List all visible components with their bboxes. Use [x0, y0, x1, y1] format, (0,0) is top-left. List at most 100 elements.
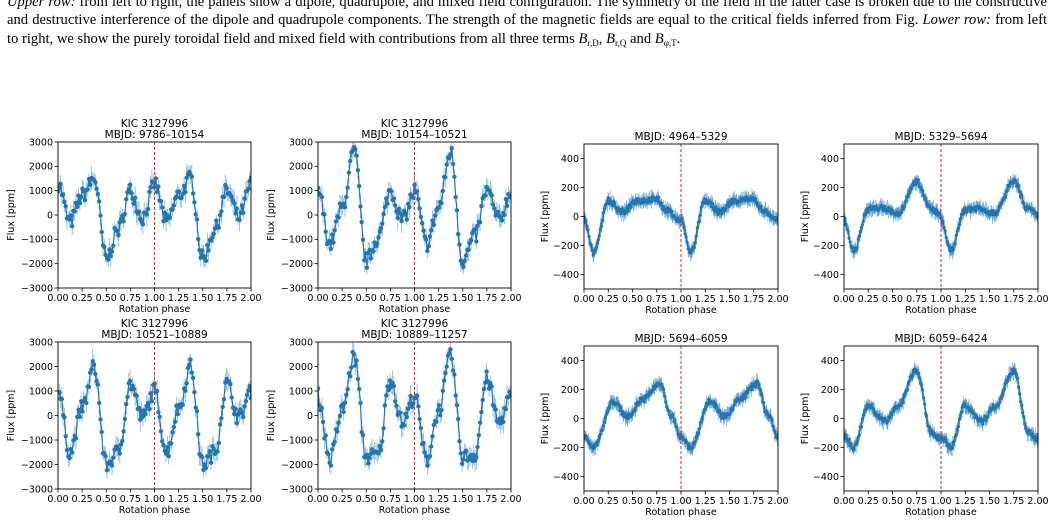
x-tick-label: 1.00 [144, 494, 165, 505]
chart-panel-4: 0.00 0.25 0.50 0.75 1.00 1.25 1.50 1.75 2.00 3000… [266, 318, 522, 516]
data-point [89, 367, 94, 372]
y-tick-label: 2000 [289, 362, 313, 373]
data-point [220, 404, 225, 410]
data-point [991, 403, 995, 407]
x-axis-label: Rotation phase [379, 505, 451, 516]
y-tick-label: 3000 [289, 137, 313, 148]
data-point [687, 442, 691, 446]
data-point [456, 231, 461, 237]
data-point [647, 196, 651, 200]
data-point [477, 220, 483, 225]
data-point [116, 233, 121, 238]
data-point [439, 408, 444, 413]
data-point [975, 414, 979, 418]
y-tick-label: 3000 [29, 337, 53, 348]
data-point [846, 440, 850, 444]
data-point [601, 424, 606, 428]
y-tick-label: −2000 [21, 460, 53, 471]
x-tick-label: 0.00 [573, 496, 594, 507]
data-point [596, 438, 600, 443]
data-point [203, 258, 209, 263]
chart-subtitle: MBJD: 9786–10154 [105, 129, 205, 141]
data-point [440, 388, 445, 393]
chart-title: KIC 3127996 [381, 118, 449, 130]
data-point [162, 210, 167, 215]
data-point [217, 212, 223, 218]
data-point [234, 421, 239, 426]
data-point [405, 201, 411, 207]
data-point [232, 411, 237, 417]
data-point [384, 196, 389, 201]
data-point [147, 189, 152, 195]
data-point [724, 207, 728, 211]
data-point [1016, 376, 1020, 380]
data-point [187, 362, 192, 368]
data-point [440, 188, 445, 194]
data-point [426, 244, 431, 249]
data-point [375, 241, 380, 246]
data-point [389, 189, 394, 194]
data-point [508, 392, 511, 397]
data-point [872, 407, 876, 411]
data-point [75, 204, 80, 209]
data-point [439, 201, 444, 206]
data-point [698, 213, 703, 217]
y-tick-label: 0 [307, 411, 313, 422]
data-point [63, 434, 68, 439]
data-point [214, 218, 219, 223]
data-point [154, 189, 160, 194]
chart-panel-6: 0.00 0.25 0.50 0.75 1.00 1.25 1.50 1.75 2.00 400 2… [800, 131, 1049, 316]
data-point [707, 397, 711, 401]
data-point [642, 197, 646, 201]
data-point [327, 238, 332, 244]
data-point [996, 404, 1000, 408]
data-point [219, 416, 224, 421]
data-point [232, 201, 237, 206]
data-point [479, 203, 484, 209]
data-point [463, 448, 469, 453]
data-point [503, 196, 509, 202]
data-point [179, 195, 184, 201]
x-axis-label: Rotation phase [645, 305, 717, 316]
data-point [600, 428, 605, 432]
data-point [238, 407, 243, 412]
caption-part1: from left to right, the panels show a di… [7, 0, 1047, 29]
x-tick-label: 1.75 [216, 494, 237, 505]
data-point [619, 405, 623, 409]
data-point [861, 413, 866, 417]
data-point [127, 378, 133, 384]
x-tick-label: 1.25 [428, 293, 449, 304]
y-tick-label: 0 [47, 411, 53, 422]
x-axis-label: Rotation phase [119, 505, 191, 516]
data-point [170, 430, 175, 435]
x-tick-label: 2.00 [1027, 294, 1048, 305]
data-point [77, 201, 83, 206]
y-tick-label: 400 [821, 154, 839, 165]
data-point [458, 451, 463, 456]
data-point [229, 195, 234, 200]
data-point [142, 408, 147, 413]
data-point [855, 246, 859, 250]
data-point [199, 248, 205, 253]
data-point [103, 453, 108, 459]
data-point [144, 212, 149, 217]
data-point [619, 211, 623, 216]
data-point [969, 209, 973, 214]
data-point [239, 410, 245, 416]
data-point [753, 197, 758, 201]
x-tick-label: 1.25 [695, 496, 716, 507]
x-tick-label: 1.00 [670, 496, 691, 507]
data-point [346, 170, 352, 175]
data-point [319, 194, 325, 200]
data-point [774, 219, 778, 223]
data-point [663, 394, 667, 398]
data-point [877, 413, 881, 417]
data-point [850, 245, 854, 249]
data-point [607, 405, 612, 409]
x-tick-label: 1.75 [743, 496, 764, 507]
data-point [73, 200, 79, 205]
data-point [475, 223, 480, 228]
data-point [913, 183, 918, 187]
data-point [421, 228, 426, 233]
data-point [122, 211, 128, 217]
